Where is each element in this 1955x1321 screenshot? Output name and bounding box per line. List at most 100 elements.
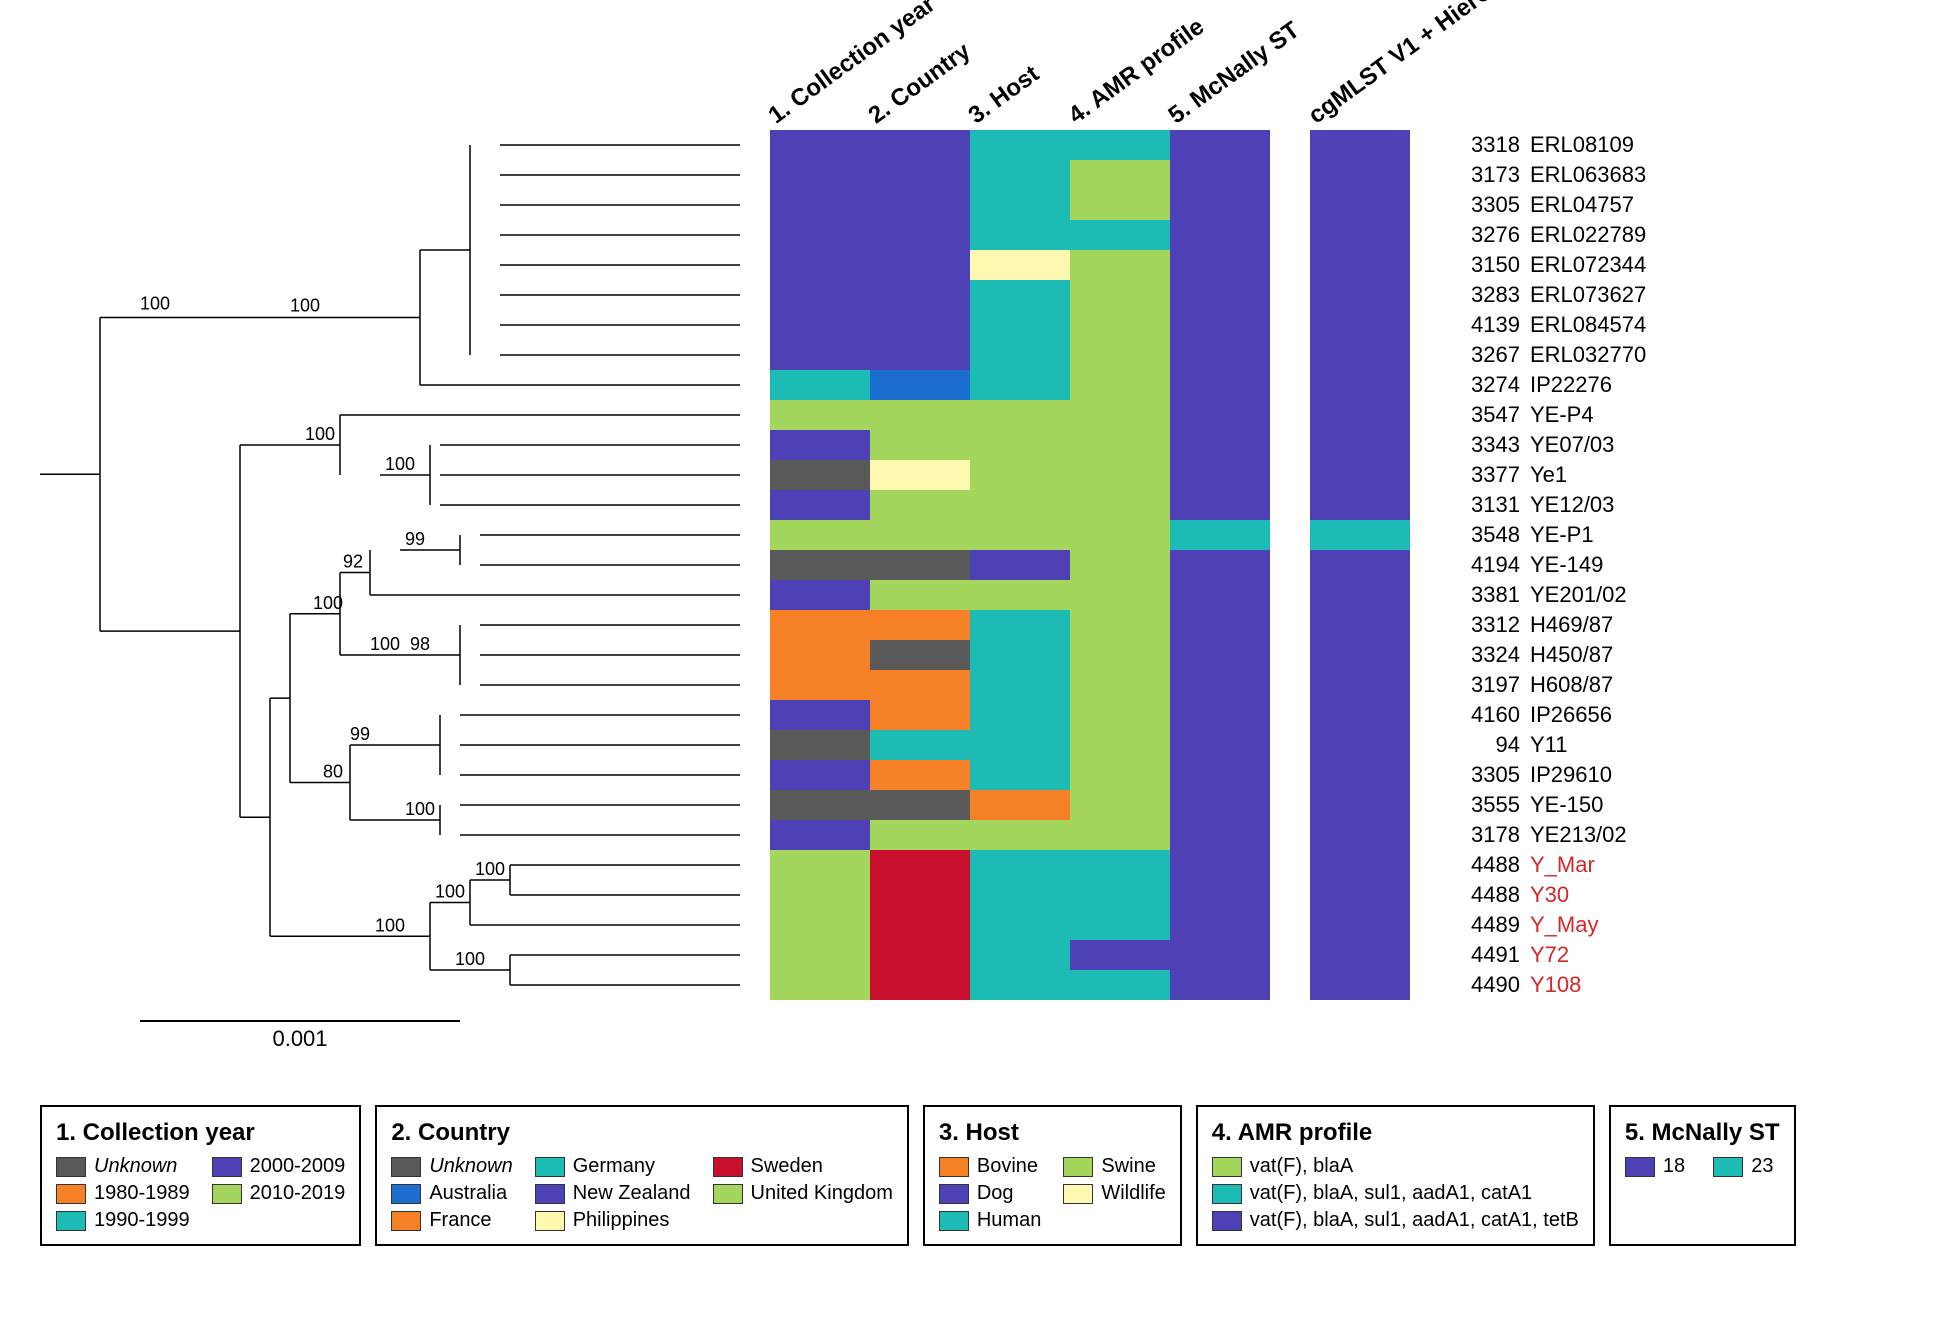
heatmap-cell <box>1070 670 1170 700</box>
heatmap-cell <box>1170 430 1270 460</box>
heatmap-cell <box>1070 250 1170 280</box>
strain-row: 4488Y30 <box>1460 880 1646 910</box>
heatmap-cell <box>970 490 1070 520</box>
heatmap-cell <box>970 940 1070 970</box>
heatmap-cell <box>970 460 1070 490</box>
legend-title: 4. AMR profile <box>1212 1119 1579 1147</box>
legend-swatch <box>939 1157 969 1177</box>
legend-swatch <box>1713 1157 1743 1177</box>
heatmap-cell <box>1170 640 1270 670</box>
heatmap-cell <box>870 430 970 460</box>
heatmap-cell <box>1170 880 1270 910</box>
heatmap-row <box>770 550 1410 580</box>
heatmap-cell <box>1310 940 1410 970</box>
heatmap-cell <box>1170 460 1270 490</box>
cgmlst-st-value: 3267 <box>1460 342 1520 368</box>
legend-swatch <box>391 1211 421 1231</box>
legend-label: 2000-2009 <box>250 1155 346 1178</box>
heatmap-cell <box>1170 610 1270 640</box>
legend-swatch <box>939 1211 969 1231</box>
strain-row: 4194YE-149 <box>1460 550 1646 580</box>
figure-root: 1001001009998100921009910080100100100100… <box>0 0 1955 1321</box>
heatmap-cell <box>1310 130 1410 160</box>
heatmap-cell <box>970 400 1070 430</box>
legend-label: vat(F), blaA <box>1250 1155 1353 1178</box>
heatmap-row <box>770 430 1410 460</box>
legend-panel: 1. Collection yearUnknown1980-19891990-1… <box>40 1105 1910 1246</box>
strain-row: 3267ERL032770 <box>1460 340 1646 370</box>
heatmap-row <box>770 970 1410 1000</box>
strain-row: 3377Ye1 <box>1460 460 1646 490</box>
heatmap-cell <box>770 310 870 340</box>
legend-swatch <box>939 1184 969 1204</box>
phylogenetic-tree: 1001001009998100921009910080100100100100… <box>40 120 740 1020</box>
legend-label: Sweden <box>751 1155 823 1178</box>
heatmap-row <box>770 310 1410 340</box>
heatmap-cell <box>770 880 870 910</box>
heatmap-cell <box>970 670 1070 700</box>
heatmap-cell <box>870 580 970 610</box>
legend-item: Human <box>939 1209 1041 1232</box>
legend-swatch <box>713 1157 743 1177</box>
strain-row: 3173 ERL063683 <box>1460 160 1646 190</box>
svg-text:100: 100 <box>405 799 435 819</box>
heatmap-cell <box>970 760 1070 790</box>
heatmap-cell <box>870 670 970 700</box>
heatmap-cell <box>1070 910 1170 940</box>
legend-item: Dog <box>939 1182 1041 1205</box>
heatmap-cell <box>870 220 970 250</box>
svg-text:98: 98 <box>410 634 430 654</box>
heatmap-row <box>770 610 1410 640</box>
cgmlst-st-value: 4488 <box>1460 882 1520 908</box>
cgmlst-st-value: 3381 <box>1460 582 1520 608</box>
legend-item: Bovine <box>939 1155 1041 1178</box>
legend-title: 5. McNally ST <box>1625 1119 1780 1147</box>
heatmap-cell <box>1310 310 1410 340</box>
heatmap-cell <box>1310 220 1410 250</box>
heatmap-cell <box>970 190 1070 220</box>
legend-label: New Zealand <box>573 1182 691 1205</box>
heatmap-cell <box>1070 610 1170 640</box>
heatmap-cell <box>1170 580 1270 610</box>
strain-row: 3318ERL08109 <box>1460 130 1646 160</box>
legend-label: Swine <box>1101 1155 1155 1178</box>
heatmap-cell <box>1070 400 1170 430</box>
legend-item: Swine <box>1063 1155 1165 1178</box>
legend-label: Dog <box>977 1182 1014 1205</box>
column-headers: 1. Collection year2. Country3. Host4. AM… <box>770 10 1670 130</box>
strain-row: 3547YE-P4 <box>1460 400 1646 430</box>
legend-swatch <box>1063 1157 1093 1177</box>
strain-name: Ye1 <box>1530 462 1567 488</box>
svg-text:80: 80 <box>323 762 343 782</box>
strain-row: 3197H608/87 <box>1460 670 1646 700</box>
heatmap-cell <box>1070 820 1170 850</box>
svg-text:100: 100 <box>435 882 465 902</box>
strain-name: ERL063683 <box>1530 162 1646 188</box>
legend-swatch <box>56 1157 86 1177</box>
heatmap-cell <box>870 340 970 370</box>
cgmlst-st-value: 3324 <box>1460 642 1520 668</box>
heatmap-cell <box>1170 340 1270 370</box>
heatmap-cell <box>970 820 1070 850</box>
heatmap-cell <box>970 850 1070 880</box>
heatmap-cell <box>770 850 870 880</box>
heatmap-cell <box>1310 160 1410 190</box>
cgmlst-st-value: 3305 <box>1460 192 1520 218</box>
cgmlst-st-value: 4490 <box>1460 972 1520 998</box>
heatmap-cell <box>770 430 870 460</box>
heatmap-row <box>770 640 1410 670</box>
legend-label: Unknown <box>94 1155 177 1178</box>
heatmap-cell <box>870 880 970 910</box>
strain-name: Y11 <box>1530 732 1568 758</box>
heatmap-cell <box>970 220 1070 250</box>
heatmap-cell <box>1170 850 1270 880</box>
heatmap-cell <box>1310 520 1410 550</box>
strain-row: 3150ERL072344 <box>1460 250 1646 280</box>
heatmap-cell <box>770 910 870 940</box>
legend-label: Wildlife <box>1101 1182 1165 1205</box>
heatmap-cell <box>870 520 970 550</box>
cgmlst-st-value: 3173 <box>1460 162 1520 188</box>
legend-swatch <box>1625 1157 1655 1177</box>
legend-item: 18 <box>1625 1155 1691 1178</box>
heatmap-cell <box>970 880 1070 910</box>
